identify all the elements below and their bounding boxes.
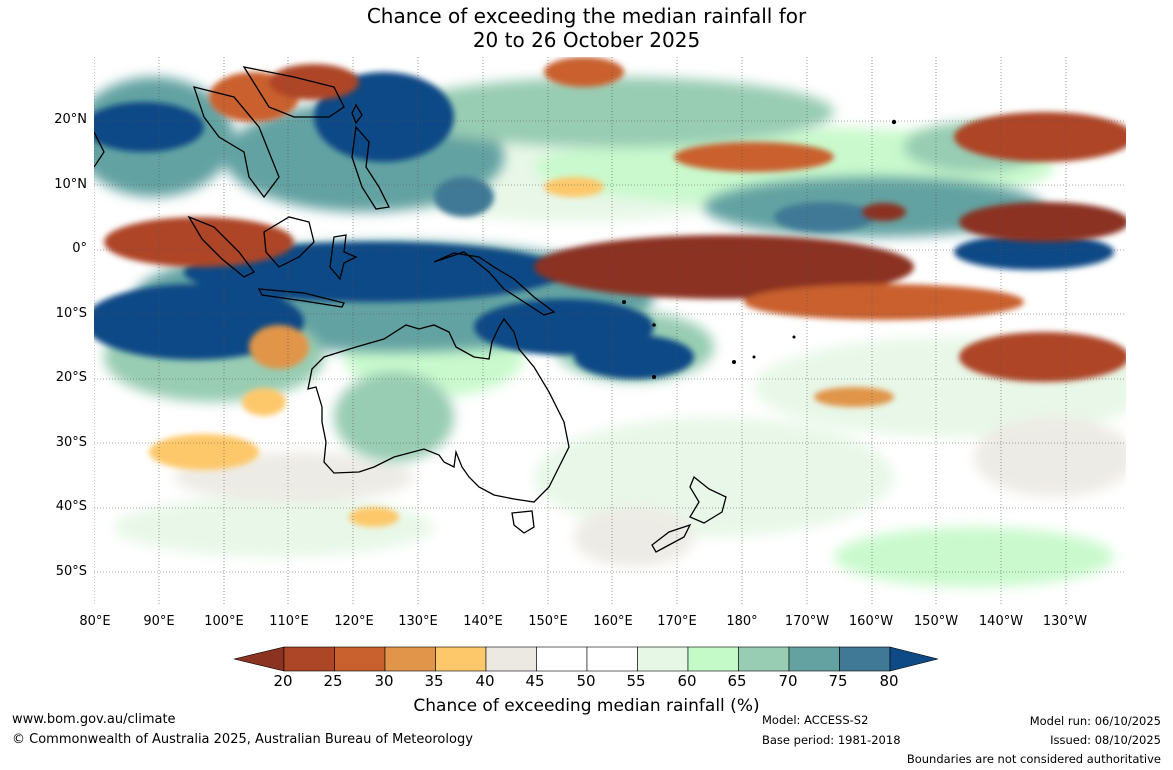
lat-label-10n: 10°N bbox=[54, 177, 87, 192]
colorbar-tick-30: 30 bbox=[374, 672, 394, 690]
colorbar-tick-50: 50 bbox=[576, 672, 596, 690]
sumatra-coast bbox=[187, 215, 255, 278]
lat-label-20n: 20°N bbox=[54, 112, 87, 127]
lon-label-150e: 150°E bbox=[528, 614, 568, 629]
title-line-2: 20 to 26 October 2025 bbox=[472, 28, 701, 52]
colorbar-tick-45: 45 bbox=[525, 672, 545, 690]
rainfall-map-svg bbox=[94, 57, 1126, 605]
colorbar-swatch-50-55 bbox=[586, 646, 638, 672]
map-title: Chance of exceeding the median rainfall … bbox=[0, 4, 1173, 52]
lon-label-130e: 130°E bbox=[398, 614, 438, 629]
lon-label-90e: 90°E bbox=[143, 614, 175, 629]
lon-label-160w: 160°W bbox=[848, 614, 894, 629]
boundaries-disclaimer: Boundaries are not considered authoritat… bbox=[906, 752, 1161, 766]
colorbar-swatch-30-35 bbox=[384, 646, 436, 672]
lon-label-160e: 160°E bbox=[593, 614, 633, 629]
lon-label-110e: 110°E bbox=[269, 614, 309, 629]
lat-label-20s: 20°S bbox=[55, 370, 87, 385]
colorbar-swatch-65-70 bbox=[738, 646, 790, 672]
pacific-islands bbox=[622, 119, 897, 379]
borneo-coast bbox=[263, 216, 315, 268]
rainfall-map bbox=[94, 57, 1126, 605]
indochina-coast bbox=[193, 86, 280, 199]
lon-label-180: 180° bbox=[726, 614, 758, 629]
australia-coast bbox=[307, 317, 570, 503]
lat-label-10s: 10°S bbox=[55, 306, 87, 321]
lat-label-50s: 50°S bbox=[55, 564, 87, 579]
india-coast bbox=[94, 131, 105, 168]
colorbar-tick-55: 55 bbox=[626, 672, 646, 690]
colorbar-swatch-35-40 bbox=[435, 646, 487, 672]
colorbar-arrow-low bbox=[233, 646, 285, 672]
lon-label-130w: 130°W bbox=[1042, 614, 1088, 629]
lon-label-80e: 80°E bbox=[79, 614, 111, 629]
colorbar-swatch-55-60 bbox=[637, 646, 689, 672]
colorbar-title: Chance of exceeding median rainfall (%) bbox=[413, 696, 760, 716]
colorbar-tick-80: 80 bbox=[879, 672, 899, 690]
new-guinea-coast bbox=[433, 251, 556, 316]
lon-label-170e: 170°E bbox=[657, 614, 697, 629]
field-dry-layer bbox=[104, 57, 1126, 527]
lon-label-120e: 120°E bbox=[334, 614, 374, 629]
java-coast bbox=[257, 288, 345, 308]
colorbar-swatch-60-65 bbox=[687, 646, 739, 672]
title-line-1: Chance of exceeding the median rainfall … bbox=[366, 4, 807, 28]
colorbar-swatch-45-50 bbox=[536, 646, 588, 672]
lon-label-170w: 170°W bbox=[784, 614, 830, 629]
lat-label-40s: 40°S bbox=[55, 499, 87, 514]
philippines-coast bbox=[351, 125, 390, 210]
lon-label-140e: 140°E bbox=[463, 614, 503, 629]
colorbar-tick-75: 75 bbox=[828, 672, 848, 690]
colorbar-swatch-20-25 bbox=[283, 646, 335, 672]
issued-text: Issued: 08/10/2025 bbox=[1050, 733, 1161, 747]
map-graticule bbox=[94, 57, 1126, 605]
new-zealand-north bbox=[689, 475, 727, 524]
colorbar-swatch-40-45 bbox=[485, 646, 537, 672]
taiwan-coast bbox=[351, 103, 363, 125]
colorbar-tick-20: 20 bbox=[273, 672, 293, 690]
model-text: Model: ACCESS-S2 bbox=[762, 713, 869, 727]
lon-label-150w: 150°W bbox=[913, 614, 959, 629]
model-run-text: Model run: 06/10/2025 bbox=[1029, 714, 1161, 728]
colorbar-swatch-25-30 bbox=[334, 646, 386, 672]
colorbar-swatch-70-75 bbox=[788, 646, 840, 672]
china-coast bbox=[242, 66, 345, 118]
colorbar-tick-40: 40 bbox=[475, 672, 495, 690]
lon-label-140w: 140°W bbox=[978, 614, 1024, 629]
new-zealand-south bbox=[651, 523, 692, 553]
colorbar-tick-35: 35 bbox=[424, 672, 444, 690]
website-link[interactable]: www.bom.gov.au/climate bbox=[12, 712, 176, 727]
sulawesi-coast bbox=[329, 234, 358, 281]
copyright-text: © Commonwealth of Australia 2025, Austra… bbox=[12, 732, 473, 747]
lon-label-100e: 100°E bbox=[204, 614, 244, 629]
tasmania-coast bbox=[511, 510, 535, 534]
colorbar-tick-60: 60 bbox=[677, 672, 697, 690]
colorbar-tick-25: 25 bbox=[323, 672, 343, 690]
colorbar-arrow-high bbox=[889, 646, 939, 672]
lat-label-30s: 30°S bbox=[55, 435, 87, 450]
coastlines bbox=[94, 66, 727, 553]
base-period-text: Base period: 1981-2018 bbox=[762, 733, 901, 747]
lat-label-0: 0° bbox=[72, 241, 87, 256]
colorbar bbox=[233, 646, 939, 672]
colorbar-tick-65: 65 bbox=[727, 672, 747, 690]
colorbar-swatch-75-80 bbox=[839, 646, 891, 672]
colorbar-tick-70: 70 bbox=[778, 672, 798, 690]
